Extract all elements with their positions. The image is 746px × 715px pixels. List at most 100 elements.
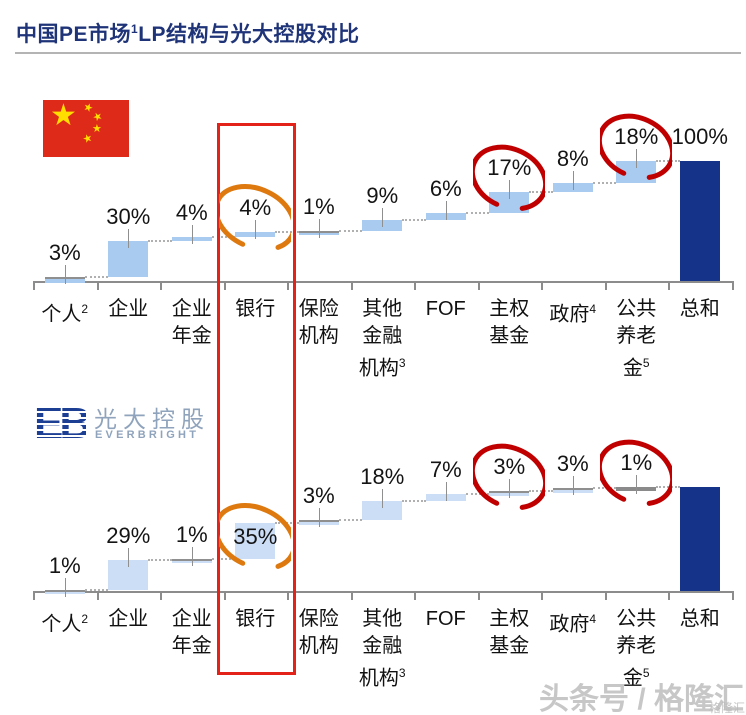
x-axis-tick [414, 593, 416, 600]
category-label: 保险 机构 [287, 296, 351, 350]
everbright-logo: EB 光大控股 EVERBRIGHT [36, 398, 256, 450]
bar-value-label: 3% [556, 451, 589, 476]
category-footnote-sup: 5 [642, 666, 650, 680]
label-leader-line [318, 218, 320, 238]
waterfall-connector [465, 493, 490, 496]
category-footnote-sup: 2 [81, 302, 89, 316]
category-label-line: 主权 [489, 298, 530, 320]
label-leader-line [572, 170, 574, 190]
label-leader-line [64, 265, 66, 285]
x-axis-tick [287, 283, 289, 290]
category-footnote-sup: 4 [589, 302, 597, 316]
waterfall-connector [148, 559, 172, 562]
x-axis-tick [350, 283, 353, 290]
label-leader-line [509, 479, 511, 499]
label-leader-line [382, 489, 384, 509]
category-label: 公共养老金5 [604, 296, 668, 383]
bar-value-label: 3% [48, 240, 81, 266]
x-axis-tick [350, 593, 353, 600]
x-axis-tick [223, 283, 226, 290]
x-axis-tick [96, 593, 99, 600]
bar-value-label: 1% [48, 552, 81, 578]
waterfall-connector [402, 218, 426, 221]
everbright-logo-en-text: EVERBRIGHT [95, 429, 200, 441]
x-axis-tick [223, 593, 226, 600]
x-axis-tick [541, 593, 543, 600]
category-label-line: 政府4 [549, 612, 597, 636]
x-axis-tick [33, 283, 35, 290]
category-label-line: 企业 [108, 298, 149, 320]
category-label: 总和 [668, 296, 732, 323]
category-label: 企业 [96, 296, 160, 323]
x-axis-tick [160, 593, 162, 600]
category-label-line: 金5 [622, 666, 650, 690]
category-label-line: 养老 [616, 635, 657, 657]
bar-value-label: 100% [671, 124, 728, 149]
waterfall-connector [465, 211, 490, 214]
category-label: FOF [414, 606, 478, 633]
waterfall-connector [592, 181, 617, 184]
x-axis [33, 281, 734, 283]
category-label: 其他 金融 机构3 [350, 296, 414, 383]
label-leader-line [128, 548, 130, 568]
category-label: 政府4 [541, 606, 605, 639]
category-label: 企业 年金 [160, 606, 224, 660]
category-label: 其他 金融 机构3 [350, 606, 414, 693]
category-label: 银行 [223, 606, 287, 633]
category-label: 个人2 [33, 606, 97, 639]
x-axis [33, 591, 734, 593]
bar-value-label: 1% [620, 449, 653, 475]
bar-value-label: 18% [360, 464, 405, 490]
everbright-logo-icon: EB [36, 400, 86, 446]
bar-value-label: 1% [302, 193, 335, 219]
category-label: 公共养老金5 [604, 606, 668, 693]
waterfall-connector [148, 240, 172, 243]
category-label-line: 总和 [679, 298, 720, 320]
category-label-line: 金融 [362, 325, 403, 347]
category-label: 企业 [96, 606, 160, 633]
x-axis-tick [96, 283, 99, 290]
waterfall-connector [84, 588, 109, 591]
category-label-line: 个人2 [41, 612, 89, 636]
category-label-line: 个人2 [41, 302, 89, 326]
category-label-line: 金5 [622, 356, 650, 380]
category-label-line: FOF [425, 298, 466, 320]
waterfall-connector [592, 487, 617, 489]
everbright-logo-cn-text: 光大控股 [94, 406, 210, 432]
waterfall-bar [679, 486, 720, 591]
category-label-line: 基金 [489, 635, 530, 657]
category-footnote-sup: 3 [398, 666, 406, 680]
category-footnote-sup: 5 [642, 356, 650, 370]
category-label-line: 政府4 [549, 302, 597, 326]
label-leader-line [191, 224, 193, 244]
label-leader-line [572, 476, 574, 495]
category-label-line: 机构 [298, 635, 339, 657]
x-axis-tick [731, 283, 734, 290]
category-label-line: 其他 [362, 298, 403, 320]
category-label-line: 保险 [298, 298, 339, 320]
bar-value-label: 7% [429, 457, 462, 483]
label-leader-line [445, 482, 447, 502]
category-label: 主权 基金 [477, 296, 541, 350]
label-leader-line [445, 200, 447, 220]
category-label-line: 机构3 [358, 666, 406, 690]
category-label-line: 养老 [616, 325, 657, 347]
category-label-line: 公共 [616, 608, 657, 630]
bar-value-label: 30% [106, 204, 151, 230]
category-label-line: 基金 [489, 325, 530, 347]
x-axis-tick [160, 283, 162, 290]
bar-value-label: 29% [106, 523, 151, 549]
x-axis-tick [668, 593, 670, 600]
x-axis-tick [33, 593, 35, 600]
category-label-line: 企业 [171, 608, 212, 630]
waterfall-connector [338, 518, 363, 521]
watermark-text: 头条号 / 格隆汇 [538, 683, 744, 715]
waterfall-connector [84, 276, 109, 279]
category-label-line: 公共 [616, 298, 657, 320]
bar-value-label: 9% [366, 182, 399, 208]
bar-value-label: 1% [175, 522, 208, 548]
label-leader-line [64, 577, 66, 597]
label-leader-line [382, 207, 384, 227]
category-label-line: 年金 [171, 635, 212, 657]
category-label: 总和 [668, 606, 732, 633]
